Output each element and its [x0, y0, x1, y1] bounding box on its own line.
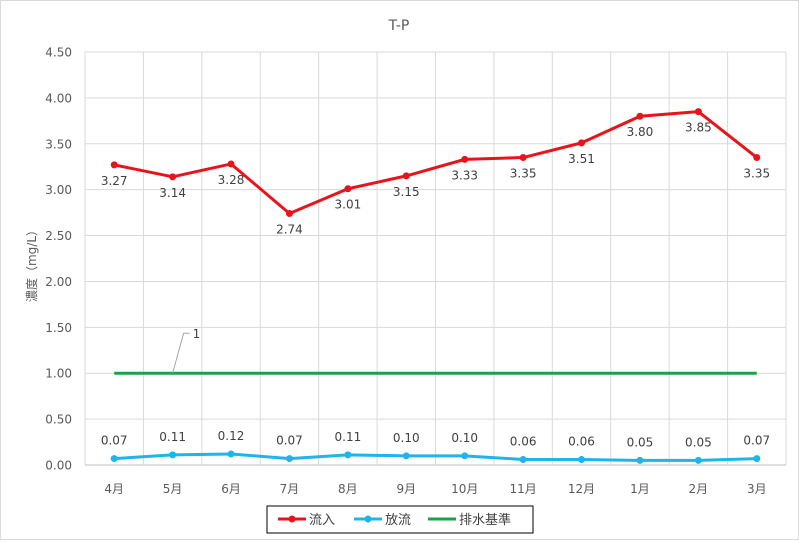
- y-tick-label: 0.50: [45, 413, 72, 427]
- x-tick-label: 4月: [104, 482, 124, 496]
- legend-marker: [364, 515, 372, 523]
- grid-layer: [84, 51, 787, 466]
- data-label: 3.35: [743, 167, 770, 181]
- x-tick-layer: 4月 5月 6月 7月 8月 9月 10月 11月 12月 1月 2月 3月: [104, 482, 766, 496]
- data-label: 3.27: [101, 174, 128, 188]
- data-label: 3.35: [510, 167, 537, 181]
- data-label: 3.14: [159, 186, 186, 200]
- data-point: [227, 160, 235, 168]
- label-layer: 3.27 3.14 3.28 2.74 3.01 3.15 3.33 3.35 3.51 3.80…: [101, 121, 770, 450]
- y-tick-label: 1.50: [45, 321, 72, 335]
- data-point: [110, 455, 118, 463]
- x-tick-label: 8月: [338, 482, 358, 496]
- x-tick-label: 1月: [630, 482, 650, 496]
- y-tick-label: 2.00: [45, 275, 72, 289]
- data-label: 0.06: [568, 434, 595, 448]
- data-label: 0.11: [159, 430, 186, 444]
- data-point: [344, 185, 352, 193]
- x-tick-label: 10月: [451, 482, 478, 496]
- legend-marker: [288, 515, 296, 523]
- data-label: 2.74: [276, 223, 303, 237]
- y-axis-label: 濃度（mg/L）: [24, 224, 39, 302]
- y-tick-layer: 0.00 0.50 1.00 1.50 2.00 2.50 3.00 3.50 4.00 4.50: [45, 46, 72, 473]
- data-label: 0.05: [685, 435, 712, 449]
- x-tick-label: 2月: [689, 482, 709, 496]
- y-tick-label: 3.00: [45, 183, 72, 197]
- data-point: [753, 455, 761, 463]
- data-point: [285, 455, 293, 463]
- data-point: [461, 452, 469, 460]
- y-tick-label: 4.00: [45, 91, 72, 105]
- chart-title: T-P: [388, 18, 410, 34]
- data-point: [402, 452, 410, 460]
- data-label: 0.11: [335, 430, 362, 444]
- data-label: 3.28: [218, 173, 245, 187]
- data-point: [753, 154, 761, 162]
- data-point: [169, 173, 177, 181]
- data-point: [519, 154, 527, 162]
- data-label: 0.06: [510, 434, 537, 448]
- series-line: [114, 452, 757, 462]
- y-tick-label: 2.50: [45, 229, 72, 243]
- data-point: [694, 108, 702, 116]
- data-point: [285, 210, 293, 218]
- legend-label: 排水基準: [459, 512, 511, 528]
- data-label: 3.80: [627, 125, 654, 139]
- data-label: 3.15: [393, 185, 420, 199]
- data-point: [694, 456, 702, 464]
- data-point: [636, 456, 644, 464]
- legend: 流入 放流 排水基準: [266, 505, 534, 534]
- data-label: 0.07: [276, 434, 303, 448]
- y-tick-label: 1.00: [45, 367, 72, 381]
- data-point: [461, 155, 469, 163]
- data-point: [636, 112, 644, 120]
- legend-label: 流入: [309, 513, 335, 528]
- annotation-label: 1: [193, 327, 201, 341]
- x-tick-label: 3月: [747, 482, 767, 496]
- data-point: [578, 455, 586, 463]
- x-tick-label: 9月: [396, 482, 416, 496]
- data-label: 3.85: [685, 121, 712, 135]
- data-label: 3.33: [451, 168, 478, 182]
- y-tick-label: 3.50: [45, 137, 72, 151]
- data-point: [227, 450, 235, 458]
- data-label: 0.12: [218, 429, 245, 443]
- annotation-leader: [172, 332, 190, 374]
- x-tick-label: 12月: [568, 482, 595, 496]
- x-tick-label: 11月: [509, 482, 536, 496]
- data-label: 0.07: [743, 434, 770, 448]
- series-layer: [110, 108, 761, 464]
- data-point: [519, 455, 527, 463]
- x-tick-label: 7月: [280, 482, 300, 496]
- data-point: [402, 172, 410, 180]
- data-label: 3.51: [568, 152, 595, 166]
- data-label: 0.10: [393, 431, 420, 445]
- y-tick-label: 4.50: [45, 46, 72, 60]
- legend-label: 放流: [385, 513, 411, 528]
- series-line: [113, 110, 758, 216]
- data-point: [344, 451, 352, 459]
- data-label: 0.07: [101, 434, 128, 448]
- data-point: [110, 161, 118, 169]
- legend-box: [266, 505, 534, 534]
- data-label: 0.10: [451, 431, 478, 445]
- data-label: 3.01: [335, 198, 362, 212]
- data-label: 0.05: [627, 435, 654, 449]
- y-tick-label: 0.00: [45, 459, 72, 473]
- annotation-layer: 1: [172, 327, 201, 374]
- x-tick-label: 5月: [163, 482, 183, 496]
- data-point: [578, 139, 586, 147]
- data-point: [169, 451, 177, 459]
- x-tick-label: 6月: [221, 482, 241, 496]
